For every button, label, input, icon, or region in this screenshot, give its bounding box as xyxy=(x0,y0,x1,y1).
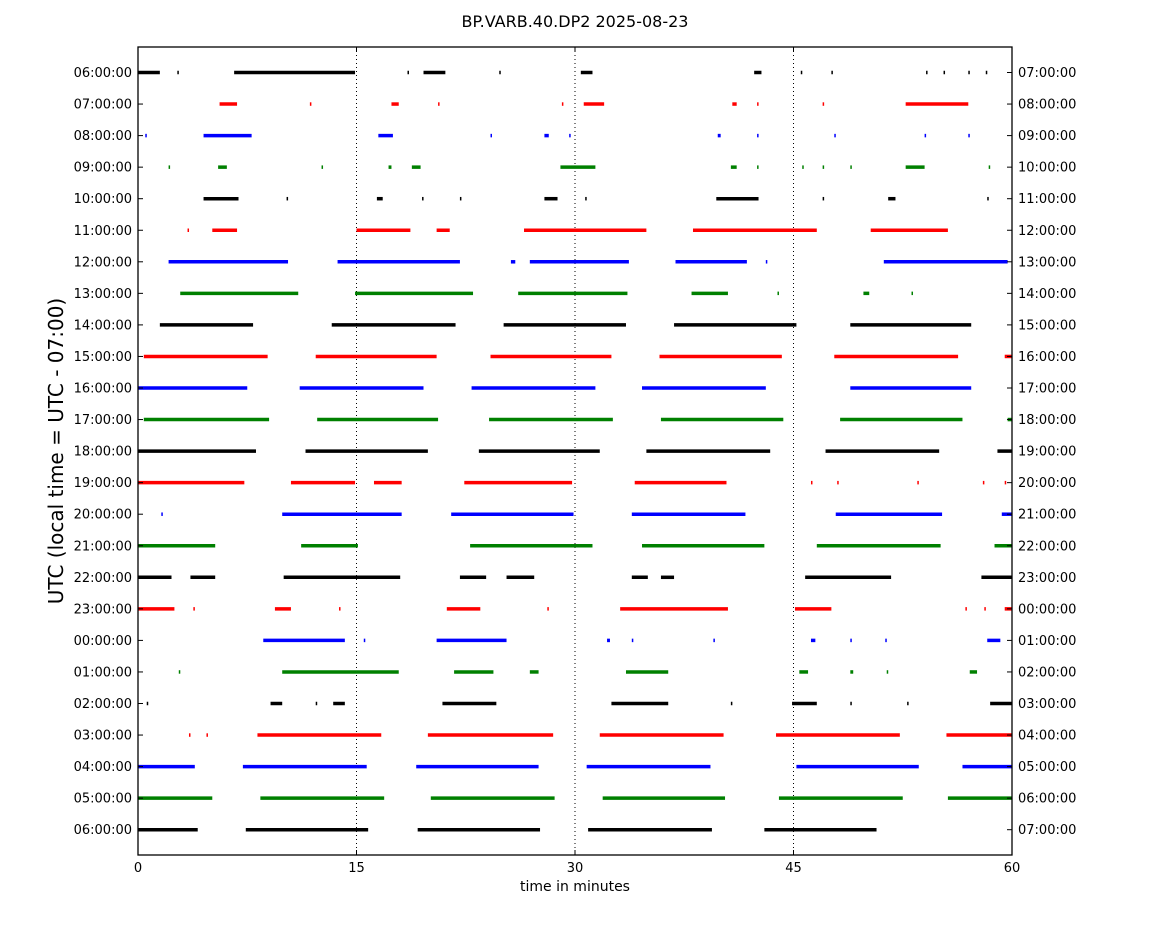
y-tick-label-right-13: 20:00:00 xyxy=(1018,476,1076,491)
y-tick-label-right-5: 12:00:00 xyxy=(1018,224,1076,239)
y-tick-label-left-20: 02:00:00 xyxy=(74,697,132,712)
y-tick-label-right-10: 17:00:00 xyxy=(1018,382,1076,397)
y-tick-label-right-11: 18:00:00 xyxy=(1018,413,1076,428)
y-tick-label-right-22: 05:00:00 xyxy=(1018,760,1076,775)
y-tick-label-left-8: 14:00:00 xyxy=(74,318,132,333)
y-tick-label-left-16: 22:00:00 xyxy=(74,571,132,586)
y-tick-label-left-0: 06:00:00 xyxy=(74,66,132,81)
y-tick-label-left-9: 15:00:00 xyxy=(74,350,132,365)
y-tick-label-left-10: 16:00:00 xyxy=(74,382,132,397)
y-tick-label-right-1: 08:00:00 xyxy=(1018,98,1076,113)
x-tick-label-2: 30 xyxy=(567,861,584,876)
x-tick-label-3: 45 xyxy=(785,861,802,876)
x-tick-label-4: 60 xyxy=(1004,861,1021,876)
y-axis-label: UTC (local time = UTC - 07:00) xyxy=(44,298,68,604)
x-tick-label-0: 0 xyxy=(134,861,142,876)
x-axis-ticks: 0 15 30 45 60 xyxy=(134,47,1020,876)
y-tick-label-left-4: 10:00:00 xyxy=(74,192,132,207)
x-tick-label-1: 15 xyxy=(348,861,365,876)
y-tick-label-right-18: 01:00:00 xyxy=(1018,634,1076,649)
y-tick-label-right-4: 11:00:00 xyxy=(1018,192,1076,207)
y-tick-label-right-2: 09:00:00 xyxy=(1018,129,1076,144)
y-axis-ticks: 06:00:00 07:00:00 07:00:00 08:00:00 08:00:00… xyxy=(74,66,1077,838)
y-tick-label-right-0: 07:00:00 xyxy=(1018,66,1076,81)
y-tick-label-left-12: 18:00:00 xyxy=(74,445,132,460)
y-tick-label-left-15: 21:00:00 xyxy=(74,539,132,554)
y-tick-label-right-8: 15:00:00 xyxy=(1018,318,1076,333)
y-tick-label-right-3: 10:00:00 xyxy=(1018,161,1076,176)
y-tick-label-left-5: 11:00:00 xyxy=(74,224,132,239)
y-tick-label-left-3: 09:00:00 xyxy=(74,161,132,176)
y-tick-label-right-24: 07:00:00 xyxy=(1018,823,1076,838)
y-tick-label-left-23: 05:00:00 xyxy=(74,792,132,807)
y-tick-label-left-19: 01:00:00 xyxy=(74,665,132,680)
y-tick-label-right-17: 00:00:00 xyxy=(1018,602,1076,617)
y-tick-label-right-14: 21:00:00 xyxy=(1018,508,1076,523)
y-tick-label-right-7: 14:00:00 xyxy=(1018,287,1076,302)
y-tick-label-left-14: 20:00:00 xyxy=(74,508,132,523)
x-axis-label: time in minutes xyxy=(520,879,630,895)
y-tick-label-left-2: 08:00:00 xyxy=(74,129,132,144)
y-tick-label-left-24: 06:00:00 xyxy=(74,823,132,838)
y-tick-label-left-11: 17:00:00 xyxy=(74,413,132,428)
y-tick-label-left-7: 13:00:00 xyxy=(74,287,132,302)
y-tick-label-right-12: 19:00:00 xyxy=(1018,445,1076,460)
y-tick-label-left-1: 07:00:00 xyxy=(74,98,132,113)
y-tick-label-right-9: 16:00:00 xyxy=(1018,350,1076,365)
y-tick-label-left-22: 04:00:00 xyxy=(74,760,132,775)
chart-title: BP.VARB.40.DP2 2025-08-23 xyxy=(462,12,689,31)
y-tick-label-right-6: 13:00:00 xyxy=(1018,255,1076,270)
y-tick-label-right-23: 06:00:00 xyxy=(1018,792,1076,807)
y-tick-label-right-19: 02:00:00 xyxy=(1018,665,1076,680)
y-tick-label-right-16: 23:00:00 xyxy=(1018,571,1076,586)
y-tick-label-right-21: 04:00:00 xyxy=(1018,729,1076,744)
y-tick-label-left-6: 12:00:00 xyxy=(74,255,132,270)
y-tick-label-right-20: 03:00:00 xyxy=(1018,697,1076,712)
y-tick-label-left-21: 03:00:00 xyxy=(74,729,132,744)
y-tick-label-left-18: 00:00:00 xyxy=(74,634,132,649)
y-tick-label-right-15: 22:00:00 xyxy=(1018,539,1076,554)
y-tick-label-left-17: 23:00:00 xyxy=(74,602,132,617)
y-tick-label-left-13: 19:00:00 xyxy=(74,476,132,491)
data-series xyxy=(138,70,1012,832)
